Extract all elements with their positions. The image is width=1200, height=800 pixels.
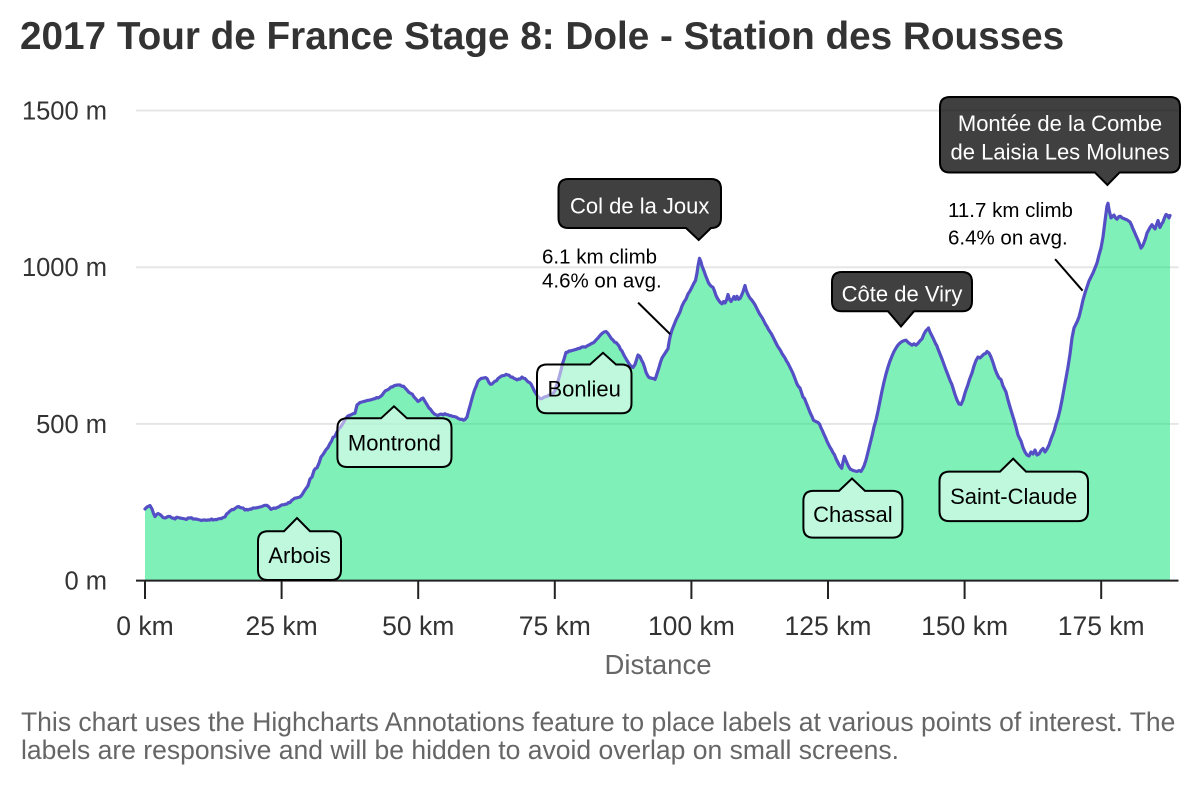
svg-text:Bonlieu: Bonlieu [548,377,621,402]
svg-text:Montée de la Combe: Montée de la Combe [958,111,1162,136]
svg-text:500 m: 500 m [36,411,107,439]
svg-text:0 m: 0 m [64,568,107,596]
svg-text:Col de la Joux: Col de la Joux [570,194,709,219]
svg-text:75 km: 75 km [519,611,591,641]
svg-text:100 km: 100 km [648,611,735,641]
svg-text:25 km: 25 km [246,611,318,641]
svg-text:6.1 km climb: 6.1 km climb [542,246,657,269]
svg-text:Chassal: Chassal [813,502,892,527]
svg-text:11.7 km climb: 11.7 km climb [948,199,1073,222]
svg-text:6.4% on avg.: 6.4% on avg. [948,227,1068,250]
svg-text:Montrond: Montrond [348,430,441,455]
svg-text:Distance: Distance [605,649,712,680]
svg-text:Arbois: Arbois [268,543,330,568]
svg-text:150 km: 150 km [921,611,1008,641]
svg-text:de Laisia Les Molunes: de Laisia Les Molunes [951,140,1170,165]
svg-text:50 km: 50 km [382,611,454,641]
svg-text:Côte de Viry: Côte de Viry [842,282,963,307]
svg-text:0 km: 0 km [116,611,173,641]
svg-text:1000 m: 1000 m [22,254,107,282]
svg-text:1500 m: 1500 m [22,98,107,126]
svg-text:4.6% on avg.: 4.6% on avg. [542,270,662,293]
svg-text:175 km: 175 km [1058,611,1145,641]
svg-text:Saint-Claude: Saint-Claude [950,484,1077,509]
svg-text:125 km: 125 km [785,611,872,641]
